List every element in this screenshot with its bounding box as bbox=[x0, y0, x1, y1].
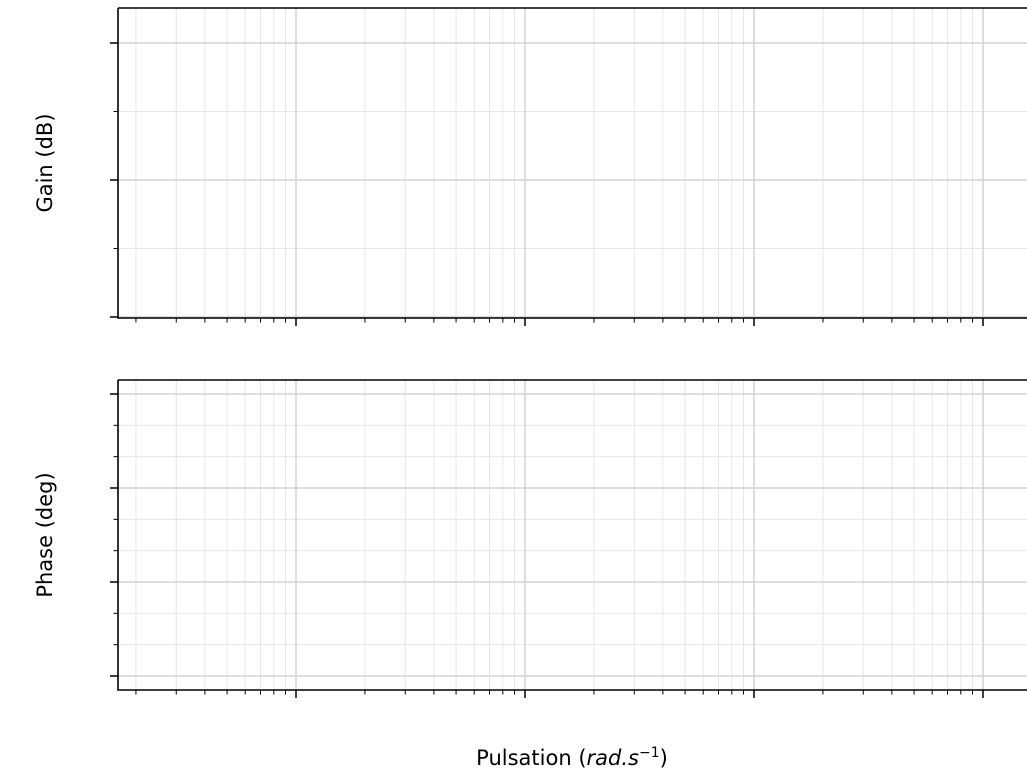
x-axis-label: Pulsation (rad.s−1) bbox=[476, 745, 668, 770]
gain-ticks bbox=[110, 42, 984, 326]
gain-axes bbox=[117, 7, 1027, 319]
gain-grid bbox=[118, 8, 1027, 318]
phase-axes bbox=[117, 379, 1027, 691]
gain-y-axis-label: Gain (dB) bbox=[33, 113, 57, 212]
phase-grid bbox=[118, 380, 1027, 690]
phase-y-axis-label: Phase (deg) bbox=[33, 472, 57, 597]
phase-ticks bbox=[110, 393, 984, 698]
